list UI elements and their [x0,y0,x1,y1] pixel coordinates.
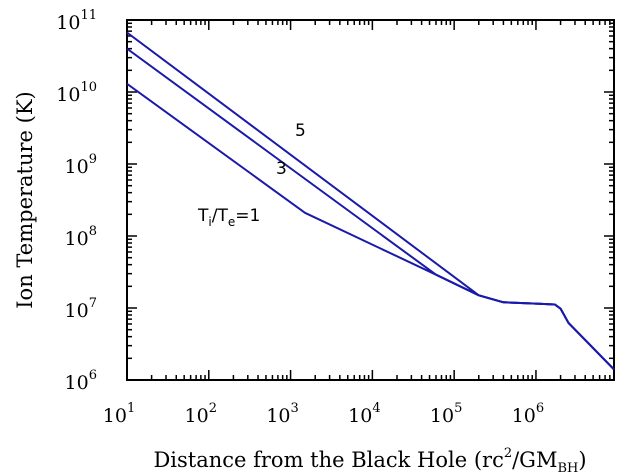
y-axis-title: Ion Temperature (K) [13,91,37,308]
y-tick-label-4: 1010 [56,80,97,106]
axis-ticks [126,19,615,381]
y-tick-labels: 106 107 108 109 1010 1011 [56,8,97,394]
series-label-5: 5 [295,121,306,141]
series-label-ti-te-1: Ti/Te=1 [197,206,260,229]
x-tick-label-5: 106 [512,401,544,427]
x-axis-title: Distance from the Black Hole (rc2/GMBH) [153,446,586,474]
x-tick-label-0: 101 [103,401,135,427]
series-label-3: 3 [276,159,287,179]
y-tick-label-2: 108 [65,224,97,250]
series-line-2 [126,31,615,371]
x-tick-label-4: 105 [430,401,462,427]
y-tick-label-5: 1011 [56,8,97,34]
x-tick-labels: 101 102 103 104 105 106 [103,401,544,427]
x-tick-label-1: 102 [185,401,217,427]
x-tick-label-3: 104 [348,401,380,427]
plot-frame [126,19,615,381]
x-tick-label-2: 103 [266,401,298,427]
series-lines [126,31,615,371]
y-tick-label-0: 106 [65,368,97,394]
y-tick-label-3: 109 [65,152,97,178]
y-tick-label-1: 107 [65,296,97,322]
